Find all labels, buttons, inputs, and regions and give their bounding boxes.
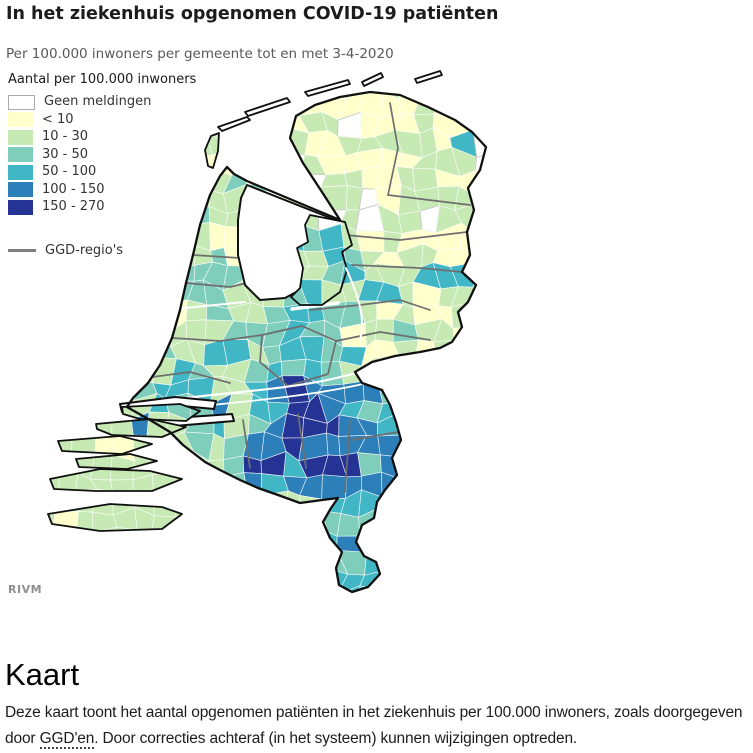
- legend-item: 100 - 150: [8, 182, 196, 199]
- legend-swatch: [8, 94, 35, 110]
- attribution: RIVM: [8, 583, 43, 596]
- legend-item: 50 - 100: [8, 164, 196, 181]
- ggd-line-swatch: [8, 248, 36, 252]
- legend-item: 10 - 30: [8, 129, 196, 146]
- map-legend: Aantal per 100.000 inwoners Geen melding…: [8, 72, 196, 258]
- legend-label: 10 - 30: [42, 129, 89, 144]
- mainland-outline: [125, 90, 488, 594]
- legend-label: < 10: [42, 111, 74, 127]
- legend-ggd-item: GGD-regio's: [8, 243, 196, 258]
- legend-label: 30 - 50: [42, 146, 89, 162]
- legend-swatch: [8, 182, 33, 198]
- legend-label: 100 - 150: [42, 181, 105, 197]
- description-tail: . Door correcties achteraf (in het syste…: [94, 730, 578, 748]
- legend-swatch: [8, 112, 33, 128]
- flevoland-outline: [290, 214, 353, 306]
- legend-swatch: [8, 147, 33, 163]
- legend-label: Geen meldingen: [44, 94, 152, 109]
- page-subtitle: Per 100.000 inwoners per gemeente tot en…: [6, 46, 394, 62]
- legend-item: 30 - 50: [8, 147, 196, 164]
- section-heading: Kaart: [5, 656, 80, 692]
- legend-item: 150 - 270: [8, 199, 196, 216]
- legend-label: 50 - 100: [42, 164, 97, 179]
- section-description: Deze kaart toont het aantal opgenomen pa…: [5, 700, 750, 753]
- page-title: In het ziekenhuis opgenomen COVID-19 pat…: [6, 4, 499, 24]
- gooimeer-channel: [290, 301, 340, 311]
- ggd-line-label: GGD-regio's: [45, 242, 124, 258]
- netherlands-choropleth-map[interactable]: [0, 0, 753, 625]
- ggd-abbr-link[interactable]: GGD'en: [39, 730, 95, 750]
- legend-swatch: [8, 129, 33, 145]
- wadden-islands: [204, 70, 443, 169]
- legend-swatch: [8, 164, 33, 180]
- legend-item: Geen meldingen: [8, 94, 196, 111]
- legend-item: < 10: [8, 112, 196, 129]
- legend-title: Aantal per 100.000 inwoners: [8, 72, 197, 87]
- legend-swatch: [8, 199, 33, 215]
- map-panel: In het ziekenhuis opgenomen COVID-19 pat…: [0, 0, 753, 625]
- legend-label: 150 - 270: [42, 199, 105, 214]
